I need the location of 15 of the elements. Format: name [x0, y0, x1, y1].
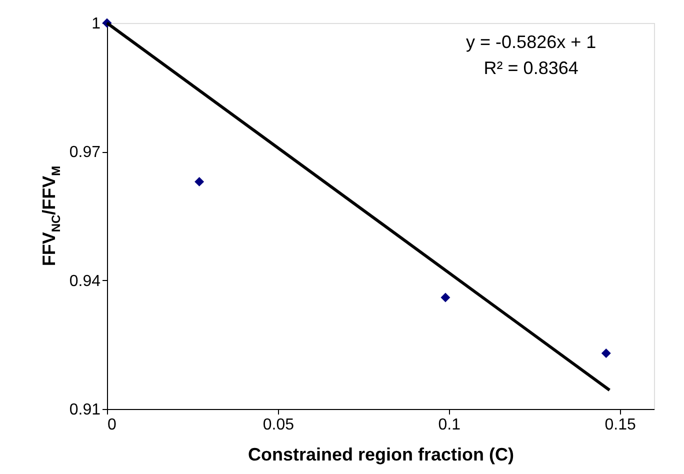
point: [440, 292, 450, 302]
x-tick-label: 0.1: [438, 416, 461, 434]
x-tick-label: 0.15: [604, 416, 636, 434]
x-tick-label: 0.05: [262, 416, 294, 434]
annotation: R² = 0.8364: [484, 58, 578, 78]
y-tick-label: 0.94: [69, 272, 101, 290]
y-tick-label: 0.91: [69, 402, 101, 418]
point: [601, 348, 611, 358]
y-tick-label: 1: [92, 16, 101, 32]
y-tick-label: 0.97: [69, 144, 101, 162]
annotation: y = -0.5826x + 1: [466, 32, 596, 52]
x-tick-label: 0: [108, 416, 116, 434]
y-axis-title: FFVNC/FFVM: [39, 166, 63, 266]
point: [194, 176, 204, 186]
x-axis-title: Constrained region fraction (C): [248, 444, 514, 464]
